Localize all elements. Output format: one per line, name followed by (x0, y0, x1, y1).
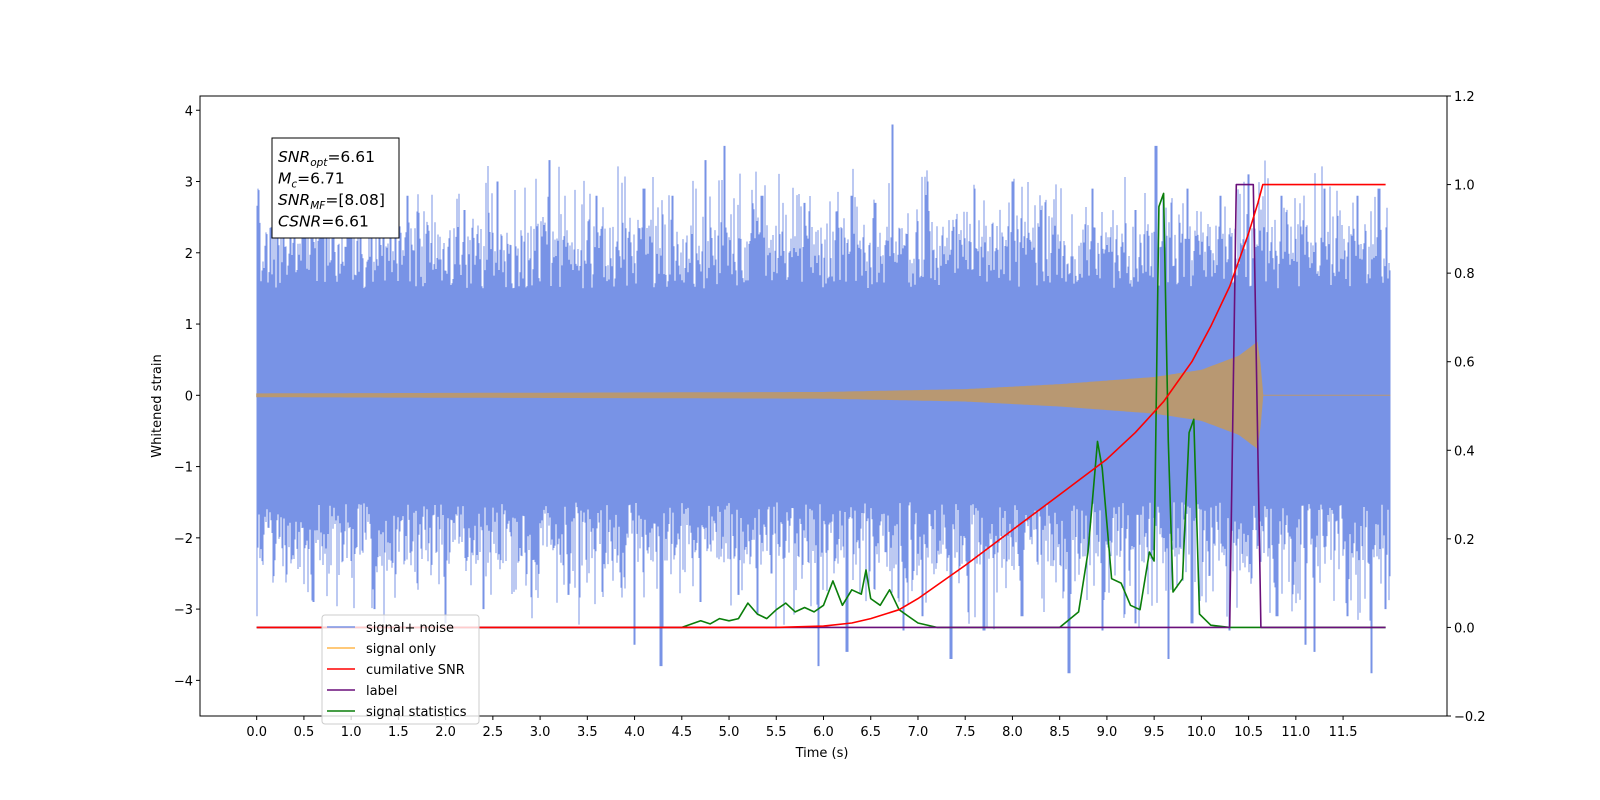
annotation-line: SNRopt=6.61 (278, 148, 375, 169)
x-tick-label: 11.0 (1281, 725, 1310, 740)
y-axis-label: Whitened strain (150, 354, 165, 457)
x-tick-label: 11.5 (1329, 725, 1358, 740)
plot-series (256, 124, 1391, 674)
x-tick-label: 2.0 (435, 725, 456, 740)
y2-tick-label: 0.4 (1454, 444, 1475, 459)
x-tick-label: 7.0 (908, 725, 929, 740)
x-tick-label: 9.5 (1144, 725, 1165, 740)
x-tick-label: 8.0 (1002, 725, 1023, 740)
x-tick-label: 7.5 (955, 725, 976, 740)
y-tick-label: 0 (185, 389, 193, 404)
y-tick-label: 3 (185, 176, 193, 191)
annotation-line: CSNR=6.61 (278, 213, 369, 231)
x-tick-label: 6.5 (860, 725, 881, 740)
x-tick-label: 3.5 (577, 725, 598, 740)
x-tick-label: 1.0 (341, 725, 362, 740)
x-tick-label: 0.0 (246, 725, 267, 740)
x-axis-label: Time (s) (795, 746, 849, 761)
x-tick-label: 9.0 (1097, 725, 1118, 740)
annotation-line: SNRMF=[8.08] (278, 191, 385, 212)
legend-label: cumilative SNR (366, 663, 465, 678)
y-tick-label: −3 (174, 603, 193, 618)
y2-tick-label: 0.0 (1454, 621, 1475, 636)
y-tick-label: 1 (185, 318, 193, 333)
signal-only-line (256, 341, 1391, 449)
y2-tick-label: 0.6 (1454, 356, 1475, 371)
x-tick-label: 5.5 (766, 725, 787, 740)
x-tick-label: 3.0 (530, 725, 551, 740)
y-tick-label: −2 (174, 532, 193, 547)
annotation-frame (271, 137, 400, 239)
legend-label: label (366, 684, 397, 699)
annotation-line: Mc=6.71 (278, 170, 345, 191)
left-y-axis-ticks: −4 −3 −2 −1 0 1 2 3 4 (174, 104, 200, 689)
y2-tick-label: 1.0 (1454, 179, 1475, 194)
x-tick-label: 5.0 (719, 725, 740, 740)
signal-statistics-line (256, 192, 1386, 629)
y-tick-label: −1 (174, 461, 193, 476)
y2-tick-label: −0.2 (1454, 710, 1486, 725)
label-line (256, 183, 1386, 629)
y2-tick-label: 1.2 (1454, 90, 1475, 105)
right-y-axis-ticks: −0.2 0.0 0.2 0.4 0.6 0.8 1.0 1.2 (1447, 90, 1486, 725)
legend-frame (321, 614, 480, 725)
legend-label: signal+ noise (366, 621, 454, 636)
x-tick-label: 10.0 (1187, 725, 1216, 740)
legend-label: signal only (366, 642, 436, 657)
y2-tick-label: 0.2 (1454, 533, 1475, 548)
y-tick-label: 2 (185, 247, 193, 262)
x-tick-label: 4.5 (671, 725, 692, 740)
x-tick-label: 0.5 (294, 725, 315, 740)
x-tick-label: 4.0 (624, 725, 645, 740)
cumulative-snr-line (256, 183, 1386, 629)
x-tick-label: 10.5 (1234, 725, 1263, 740)
x-tick-label: 1.5 (388, 725, 409, 740)
y-tick-label: 4 (185, 104, 193, 119)
x-tick-label: 2.5 (483, 725, 504, 740)
legend-label: signal statistics (366, 705, 467, 720)
x-tick-label: 8.5 (1049, 725, 1070, 740)
legend: signal+ noise signal only cumilative SNR la… (321, 614, 480, 725)
y-tick-label: −4 (174, 674, 193, 689)
x-tick-label: 6.0 (813, 725, 834, 740)
y2-tick-label: 0.8 (1454, 267, 1475, 282)
